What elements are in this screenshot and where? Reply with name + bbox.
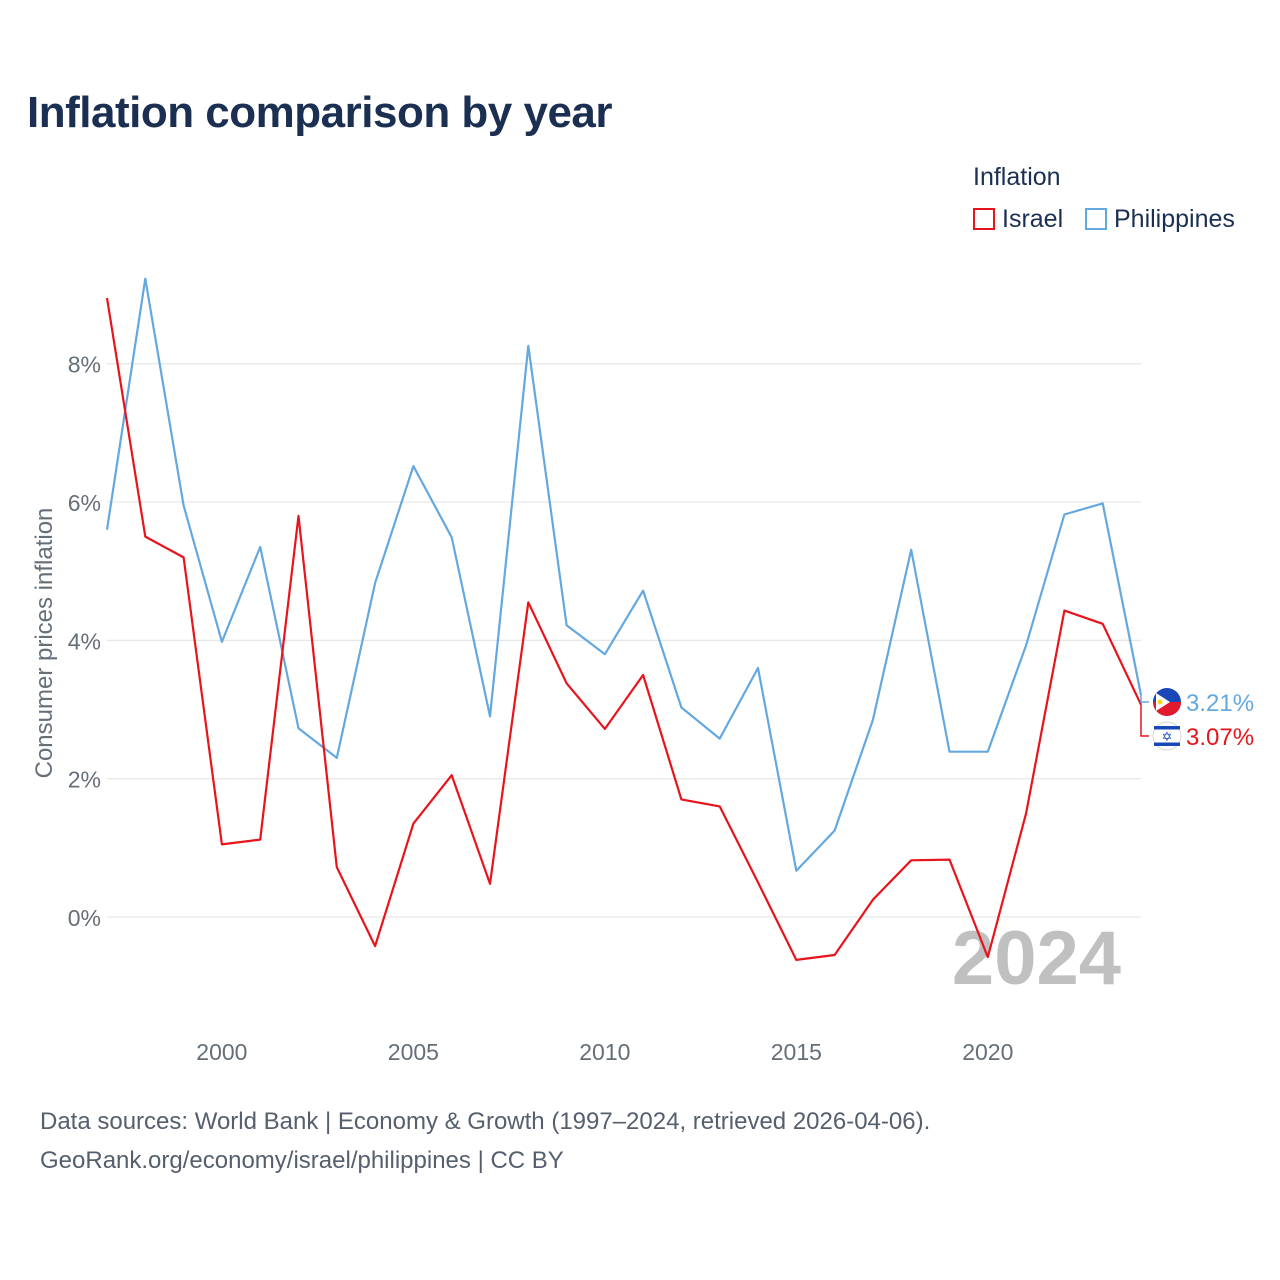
y-axis-ticks: 0% 2% 4% 6% 8% <box>68 352 101 931</box>
legend-swatch-israel <box>973 208 995 230</box>
y-tick-label: 8% <box>68 352 101 378</box>
line-chart: 0% 2% 4% 6% 8% 2000 2005 2010 2015 2020 Consumer… <box>31 277 1254 1065</box>
x-tick-label: 2000 <box>196 1039 247 1065</box>
legend-title: Inflation <box>973 163 1061 191</box>
legend-item-philippines[interactable]: Philippines <box>1085 204 1235 234</box>
source-line-2[interactable]: GeoRank.org/economy/israel/philippines |… <box>40 1147 564 1174</box>
year-watermark: 2024 <box>952 916 1121 1001</box>
y-tick-label: 2% <box>68 767 101 793</box>
y-axis-label: Consumer prices inflation <box>31 508 58 779</box>
israel-flag-star: ✡ <box>1162 729 1173 744</box>
chart-title: Inflation comparison by year <box>27 88 613 137</box>
gridlines <box>107 363 1141 918</box>
x-tick-label: 2005 <box>388 1039 439 1065</box>
israel-flag-stripe-bottom <box>1154 742 1180 746</box>
x-tick-label: 2015 <box>771 1039 822 1065</box>
end-label-israel: 3.07% <box>1186 724 1254 751</box>
philippines-flag-sun <box>1157 699 1163 705</box>
end-labels: ✡ 3.07% 3.21% <box>1140 688 1254 751</box>
y-tick-label: 6% <box>68 490 101 516</box>
y-tick-label: 4% <box>68 628 101 654</box>
end-label-philippines: 3.21% <box>1186 690 1254 717</box>
philippines-flag-triangle <box>1156 693 1170 711</box>
x-tick-label: 2020 <box>962 1039 1013 1065</box>
end-connector-israel <box>1140 704 1149 737</box>
y-tick-label: 0% <box>68 905 101 931</box>
source-line-1: Data sources: World Bank | Economy & Gro… <box>40 1108 931 1135</box>
series-line-israel <box>105 297 1142 962</box>
x-axis-ticks: 2000 2005 2010 2015 2020 <box>196 1039 1013 1065</box>
legend-label-philippines: Philippines <box>1114 204 1235 233</box>
series-line-philippines <box>105 277 1143 872</box>
x-tick-label: 2010 <box>579 1039 630 1065</box>
legend-swatch-philippines <box>1085 208 1107 230</box>
israel-flag-stripe-top <box>1154 726 1180 730</box>
series-lines <box>105 277 1143 962</box>
legend-label-israel: Israel <box>1002 204 1064 233</box>
legend-item-israel[interactable]: Israel <box>973 204 1063 234</box>
end-connector-philippines <box>1140 695 1149 703</box>
